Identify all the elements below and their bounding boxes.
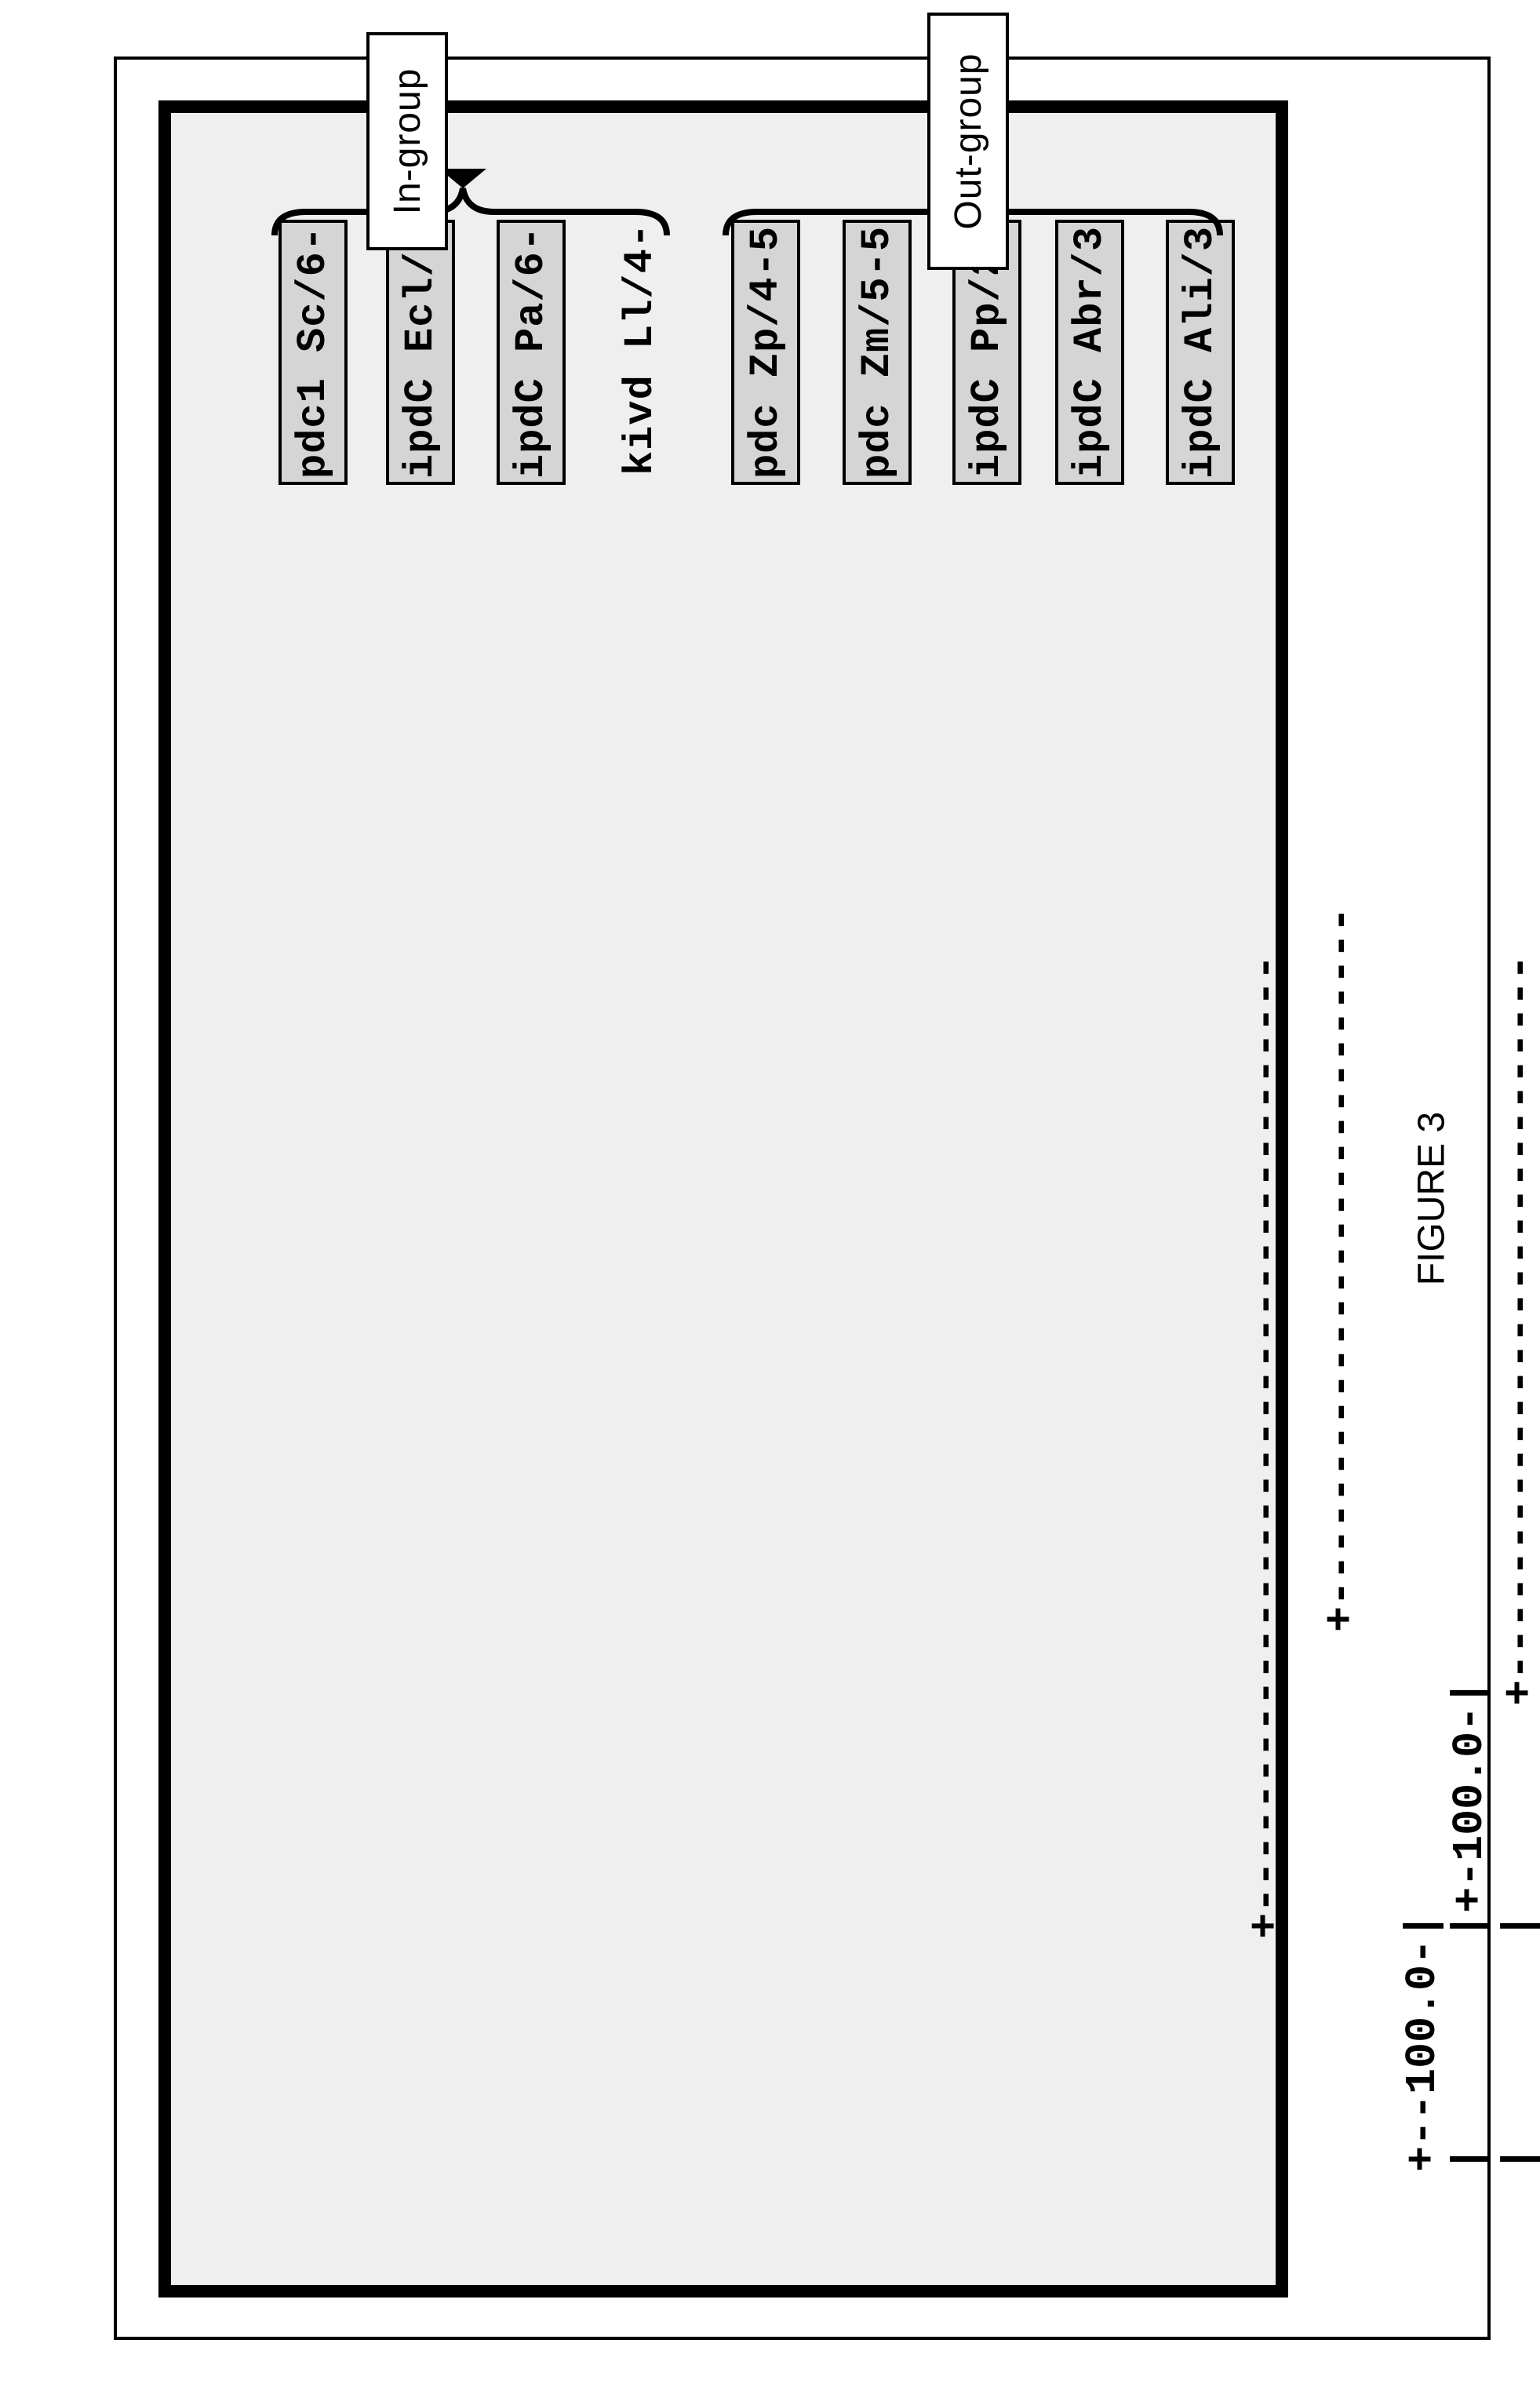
tree-line: | |+-100.0-|: [1445, 1680, 1494, 2276]
tree-line: +--100.0-|: [1398, 1913, 1447, 2276]
leaf-kivd-ll: kivd Ll/4-: [609, 220, 672, 479]
leaf-ipdc-ecl: ipdC Ecl/7: [386, 220, 455, 485]
phylo-tree: +------------------------------------- +…: [1241, 126, 1540, 2276]
leaf-ipdc-ali: ipdC Ali/3: [1166, 220, 1235, 485]
leaf-pdc1-sc: pdc1 Sc/6-: [279, 220, 348, 485]
in-group-callout: In-group: [366, 32, 448, 250]
leaf-pdc-zm: pdc Zm/5-5: [843, 220, 912, 485]
leaf-ipdc-pa: ipdC Pa/6-: [497, 220, 566, 485]
leaf-ipdc-abr: ipdC Abr/3: [1055, 220, 1124, 485]
tree-line: +-------------------------------------: [1241, 955, 1291, 2276]
in-group-brace: [259, 165, 683, 251]
tree-line: +---------------------------: [1316, 907, 1366, 1632]
leaf-pdc-zp: pdc Zp/4-5: [731, 220, 800, 485]
tree-line: | | +----------------------------: [1495, 955, 1540, 2276]
out-group-callout: Out-group: [927, 13, 1009, 270]
